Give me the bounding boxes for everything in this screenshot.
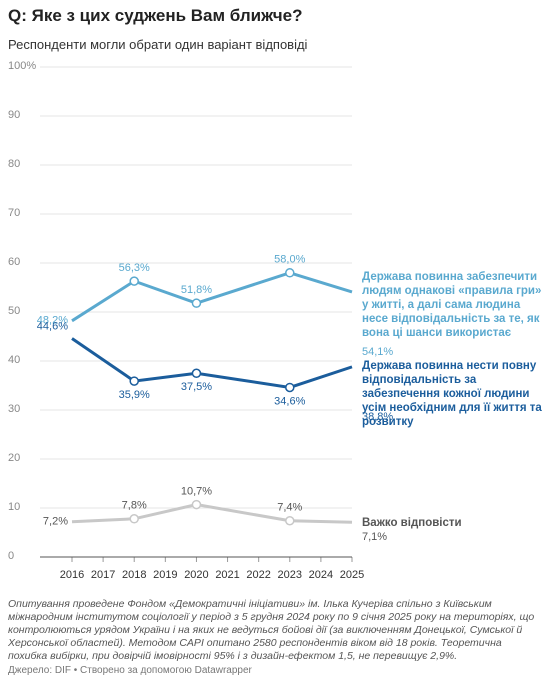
point (285, 515, 295, 526)
value-label: 10,7% (181, 485, 212, 497)
x-tick-label: 2019 (153, 569, 177, 581)
x-tick-label: 2025 (340, 569, 364, 581)
value-label: 44,6% (37, 320, 68, 332)
x-tick-label: 2022 (246, 569, 270, 581)
value-label: 7,1% (362, 531, 388, 543)
series-label: Важко відповісти (362, 517, 462, 529)
x-tick-label: 2024 (309, 569, 333, 581)
y-tick-label: 0 (8, 550, 14, 562)
chart-subtitle: Респонденти могли обрати один варіант ві… (8, 37, 308, 52)
point (285, 268, 295, 278)
point (129, 376, 139, 386)
y-tick-label: 100% (8, 60, 36, 72)
series-label: Держава повинна забезпечити людям однако… (362, 271, 542, 339)
line (71, 271, 353, 323)
x-tick-label: 2017 (91, 569, 115, 581)
y-tick-label: 20 (8, 452, 20, 464)
x-tick-label: 2018 (122, 569, 146, 581)
value-label: 7,2% (43, 516, 68, 528)
value-label: 37,5% (181, 381, 212, 393)
x-tick-label: 2021 (215, 569, 239, 581)
value-label: 51,8% (181, 284, 212, 296)
value-label: 7,8% (122, 500, 147, 512)
y-tick-label: 40 (8, 354, 20, 366)
value-label: 35,9% (119, 389, 150, 401)
line (71, 503, 353, 524)
value-label: 54,1% (362, 346, 394, 358)
value-label: 48,2% (37, 315, 68, 327)
value-label: 34,6% (274, 395, 305, 407)
y-tick-label: 90 (8, 109, 20, 121)
point (191, 368, 202, 378)
point (191, 298, 202, 308)
point (129, 514, 139, 524)
value-label: 56,3% (119, 262, 150, 274)
value-label: 38,8% (362, 411, 394, 423)
value-label: 7,4% (277, 502, 302, 514)
y-tick-label: 50 (8, 305, 20, 317)
x-tick-label: 2023 (278, 569, 302, 581)
x-tick-label: 2016 (60, 569, 84, 581)
y-tick-label: 80 (8, 158, 20, 170)
point (285, 382, 295, 393)
series-label: Держава повинна нести повну відповідальн… (362, 360, 542, 428)
y-tick-label: 70 (8, 207, 20, 219)
footnote: Опитування проведене Фондом «Демократичн… (8, 598, 535, 662)
value-label: 58,0% (274, 254, 305, 266)
point (129, 276, 139, 286)
y-tick-label: 30 (8, 403, 20, 415)
chart-title: Q: Яке з цих суджень Вам ближче? (8, 6, 303, 25)
x-tick-label: 2020 (184, 569, 208, 581)
line (71, 337, 353, 389)
point (191, 499, 202, 510)
y-tick-label: 60 (8, 256, 20, 268)
y-tick-label: 10 (8, 501, 20, 513)
source: Джерело: DIF • Створено за допомогою Dat… (8, 665, 252, 676)
